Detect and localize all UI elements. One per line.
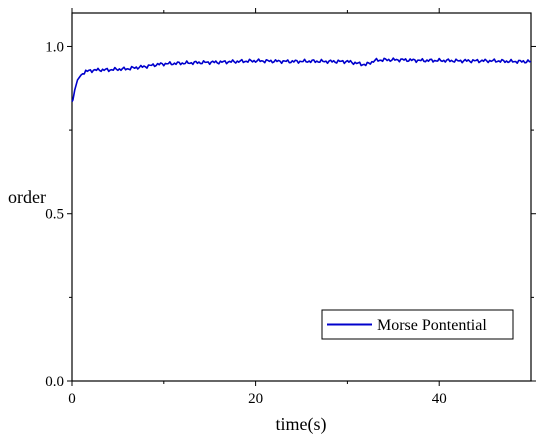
y-axis-label: order [8,187,46,207]
x-tick-label: 20 [248,391,263,407]
x-axis-label: time(s) [276,414,327,435]
y-tick-label: 1.0 [45,39,64,55]
series-line-morse-pontential [71,57,532,103]
legend: Morse Pontential [321,309,514,340]
y-tick-label: 0.5 [45,207,64,223]
tick-labels: 0 20 40 0.0 0.5 1.0 [45,39,446,407]
y-tick-label: 0.0 [45,374,64,390]
plot-frame [71,12,532,382]
series-layer [71,57,532,103]
x-tick-label: 0 [68,391,76,407]
tick-marks [67,8,536,386]
legend-entry-label: Morse Pontential [377,317,487,334]
x-tick-label: 40 [432,391,447,407]
